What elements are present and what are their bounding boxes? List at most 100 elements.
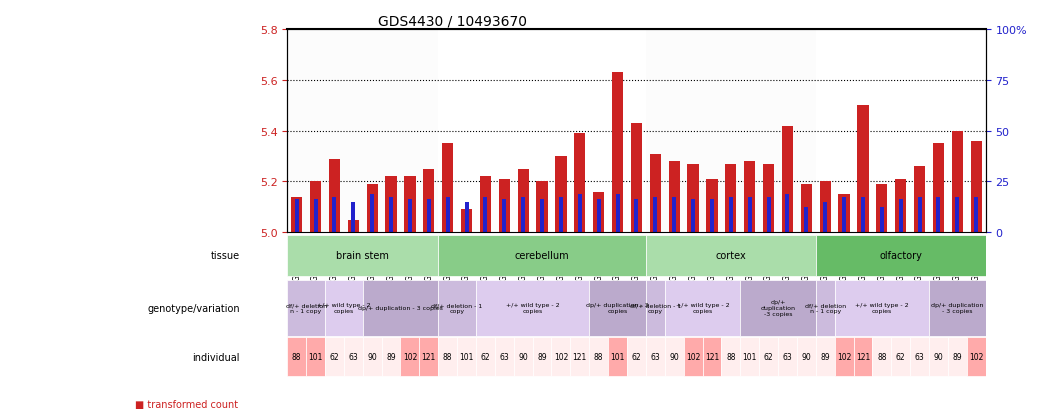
FancyBboxPatch shape <box>288 280 325 336</box>
FancyBboxPatch shape <box>816 235 986 277</box>
Bar <box>408 200 412 233</box>
Text: +/+ wild type - 2
copies: +/+ wild type - 2 copies <box>675 303 729 313</box>
Bar <box>725 164 737 233</box>
FancyBboxPatch shape <box>551 338 570 377</box>
Text: 101: 101 <box>743 353 756 362</box>
Text: 102: 102 <box>969 353 984 362</box>
FancyBboxPatch shape <box>929 280 986 336</box>
Bar <box>937 197 941 233</box>
Text: 90: 90 <box>367 353 377 362</box>
Bar <box>858 106 869 233</box>
FancyBboxPatch shape <box>967 338 986 377</box>
Bar <box>616 195 620 233</box>
FancyBboxPatch shape <box>910 338 929 377</box>
FancyBboxPatch shape <box>514 338 532 377</box>
Bar <box>404 177 416 233</box>
FancyBboxPatch shape <box>325 338 344 377</box>
Text: 63: 63 <box>783 353 792 362</box>
FancyBboxPatch shape <box>363 338 381 377</box>
Text: 89: 89 <box>820 353 830 362</box>
Bar <box>537 182 548 233</box>
Text: ■ transformed count: ■ transformed count <box>135 399 239 409</box>
FancyBboxPatch shape <box>476 338 495 377</box>
Bar <box>842 197 846 233</box>
FancyBboxPatch shape <box>721 338 740 377</box>
FancyBboxPatch shape <box>835 338 853 377</box>
Text: 62: 62 <box>896 353 905 362</box>
FancyBboxPatch shape <box>306 338 325 377</box>
FancyBboxPatch shape <box>419 338 439 377</box>
Bar <box>879 207 884 233</box>
Bar <box>479 177 491 233</box>
Text: cortex: cortex <box>716 251 746 261</box>
FancyBboxPatch shape <box>532 338 551 377</box>
FancyBboxPatch shape <box>853 338 872 377</box>
FancyBboxPatch shape <box>760 338 778 377</box>
Bar <box>423 169 435 233</box>
Text: 62: 62 <box>764 353 773 362</box>
Bar <box>956 197 960 233</box>
FancyBboxPatch shape <box>570 338 589 377</box>
Bar <box>763 164 774 233</box>
Bar <box>288 30 439 233</box>
Bar <box>597 200 600 233</box>
Text: 121: 121 <box>855 353 870 362</box>
Text: df/+ deletion - 1
copy: df/+ deletion - 1 copy <box>629 303 680 313</box>
Text: 88: 88 <box>877 353 887 362</box>
Text: 63: 63 <box>650 353 661 362</box>
Bar <box>899 200 902 233</box>
Text: 101: 101 <box>611 353 625 362</box>
Text: 88: 88 <box>594 353 603 362</box>
Bar <box>351 202 355 233</box>
Bar <box>816 30 986 233</box>
Text: 89: 89 <box>387 353 396 362</box>
Bar <box>744 162 755 233</box>
Bar <box>574 134 586 233</box>
Text: 62: 62 <box>480 353 490 362</box>
Text: 88: 88 <box>443 353 452 362</box>
Text: dp/+ duplication - 3
copies: dp/+ duplication - 3 copies <box>587 303 649 313</box>
FancyBboxPatch shape <box>816 338 835 377</box>
Bar <box>483 197 488 233</box>
Bar <box>630 124 642 233</box>
Text: 89: 89 <box>538 353 547 362</box>
Text: 63: 63 <box>499 353 510 362</box>
Bar <box>295 200 299 233</box>
Bar <box>669 162 679 233</box>
Bar <box>367 185 378 233</box>
FancyBboxPatch shape <box>665 280 740 336</box>
Bar <box>914 167 925 233</box>
Bar <box>348 220 358 233</box>
FancyBboxPatch shape <box>495 338 514 377</box>
Text: 121: 121 <box>422 353 436 362</box>
Text: 90: 90 <box>934 353 943 362</box>
Text: 62: 62 <box>631 353 641 362</box>
FancyBboxPatch shape <box>646 280 665 336</box>
Bar <box>706 180 718 233</box>
Bar <box>427 200 430 233</box>
FancyBboxPatch shape <box>288 338 306 377</box>
Text: cerebellum: cerebellum <box>515 251 569 261</box>
Bar <box>309 182 321 233</box>
Text: 90: 90 <box>669 353 679 362</box>
Bar <box>442 144 453 233</box>
FancyBboxPatch shape <box>891 338 910 377</box>
Text: dp/+
duplication
-3 copies: dp/+ duplication -3 copies <box>761 300 795 316</box>
Bar <box>646 30 816 233</box>
Bar <box>839 195 849 233</box>
Bar <box>974 197 978 233</box>
Bar <box>823 202 827 233</box>
Bar <box>649 154 661 233</box>
Bar <box>502 200 506 233</box>
Bar <box>521 197 525 233</box>
Text: individual: individual <box>193 352 240 362</box>
FancyBboxPatch shape <box>381 338 400 377</box>
Text: +/+ wild type - 2
copies: +/+ wild type - 2 copies <box>855 303 909 313</box>
Text: 102: 102 <box>686 353 700 362</box>
FancyBboxPatch shape <box>778 338 797 377</box>
Bar <box>970 142 982 233</box>
Bar <box>748 197 751 233</box>
Bar <box>559 197 563 233</box>
Bar <box>786 195 790 233</box>
Bar <box>465 202 469 233</box>
